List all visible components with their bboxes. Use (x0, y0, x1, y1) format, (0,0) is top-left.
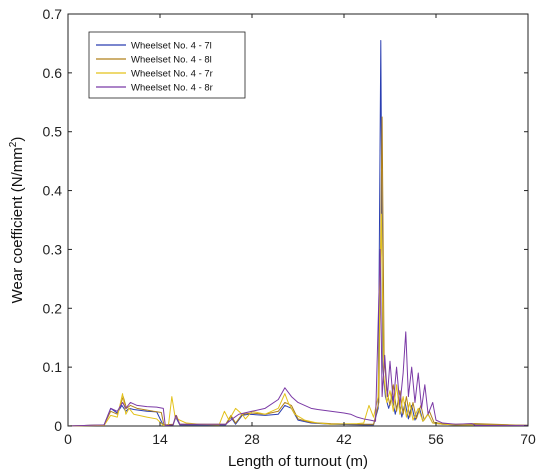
legend-label-4: Wheelset No. 4 - 8r (131, 83, 213, 94)
x-tick-label: 42 (336, 431, 352, 447)
x-tick-label: 28 (244, 431, 260, 447)
x-tick-label: 56 (428, 431, 444, 447)
y-tick-label: 0.7 (43, 6, 63, 22)
y-tick-label: 0.1 (43, 359, 63, 375)
x-axis-label: Length of turnout (m) (228, 453, 368, 470)
y-tick-label: 0.6 (43, 65, 63, 81)
y-tick-label: 0.4 (43, 183, 63, 199)
x-tick-label: 70 (520, 431, 536, 447)
legend-label-1: Wheelset No. 4 - 7l (131, 41, 212, 52)
x-tick-label: 14 (152, 431, 168, 447)
legend-label-2: Wheelset No. 4 - 8l (131, 55, 212, 66)
tick-layer: 0 14 28 42 56 70 0 0.1 0.2 0.3 0.4 0.5 0.6 0.7 (43, 6, 536, 447)
y-axis-label: Wear coefficient (N/mm2) (8, 137, 26, 304)
y-tick-label: 0.5 (43, 124, 63, 140)
legend: Wheelset No. 4 - 7l Wheelset No. 4 - 8l Wh… (88, 31, 246, 99)
legend-box (88, 31, 246, 99)
series-line-2 (67, 116, 529, 427)
x-tick-label: 0 (64, 431, 72, 447)
series-line-4 (67, 248, 528, 427)
y-tick-label: 0.2 (43, 300, 63, 316)
legend-label-3: Wheelset No. 4 - 7r (131, 69, 213, 80)
series-line-1 (67, 39, 529, 427)
series-layer (67, 39, 529, 427)
y-tick-label: 0 (54, 418, 62, 434)
y-tick-label: 0.3 (43, 241, 63, 257)
series-line-3 (67, 213, 529, 427)
